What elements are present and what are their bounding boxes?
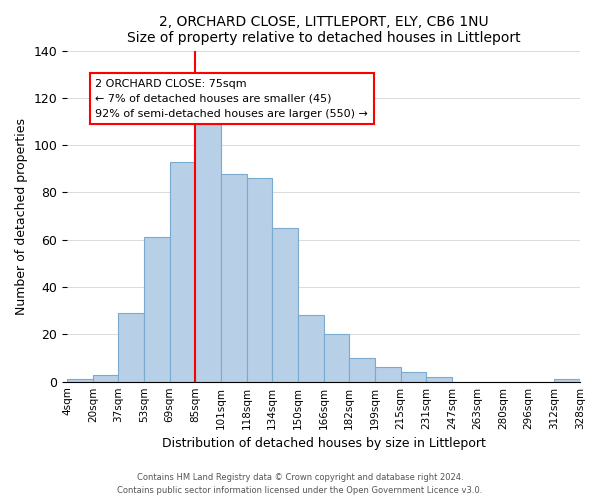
Bar (144, 238, 170, 382)
Bar (118, 313, 144, 382)
Bar (554, 380, 580, 382)
Bar (323, 334, 349, 382)
Bar (426, 377, 452, 382)
Bar (375, 368, 401, 382)
Text: Contains HM Land Registry data © Crown copyright and database right 2024.
Contai: Contains HM Land Registry data © Crown c… (118, 474, 482, 495)
Bar (247, 178, 272, 382)
Bar (196, 124, 221, 382)
Bar (170, 162, 196, 382)
Bar (298, 316, 323, 382)
Bar (272, 228, 298, 382)
Y-axis label: Number of detached properties: Number of detached properties (15, 118, 28, 314)
Bar (93, 374, 118, 382)
Bar (349, 358, 375, 382)
Text: 2 ORCHARD CLOSE: 75sqm
← 7% of detached houses are smaller (45)
92% of semi-deta: 2 ORCHARD CLOSE: 75sqm ← 7% of detached … (95, 79, 368, 118)
Bar (221, 174, 247, 382)
X-axis label: Distribution of detached houses by size in Littleport: Distribution of detached houses by size … (161, 437, 485, 450)
Bar (401, 372, 426, 382)
Title: 2, ORCHARD CLOSE, LITTLEPORT, ELY, CB6 1NU
Size of property relative to detached: 2, ORCHARD CLOSE, LITTLEPORT, ELY, CB6 1… (127, 15, 520, 45)
Bar (67, 380, 93, 382)
